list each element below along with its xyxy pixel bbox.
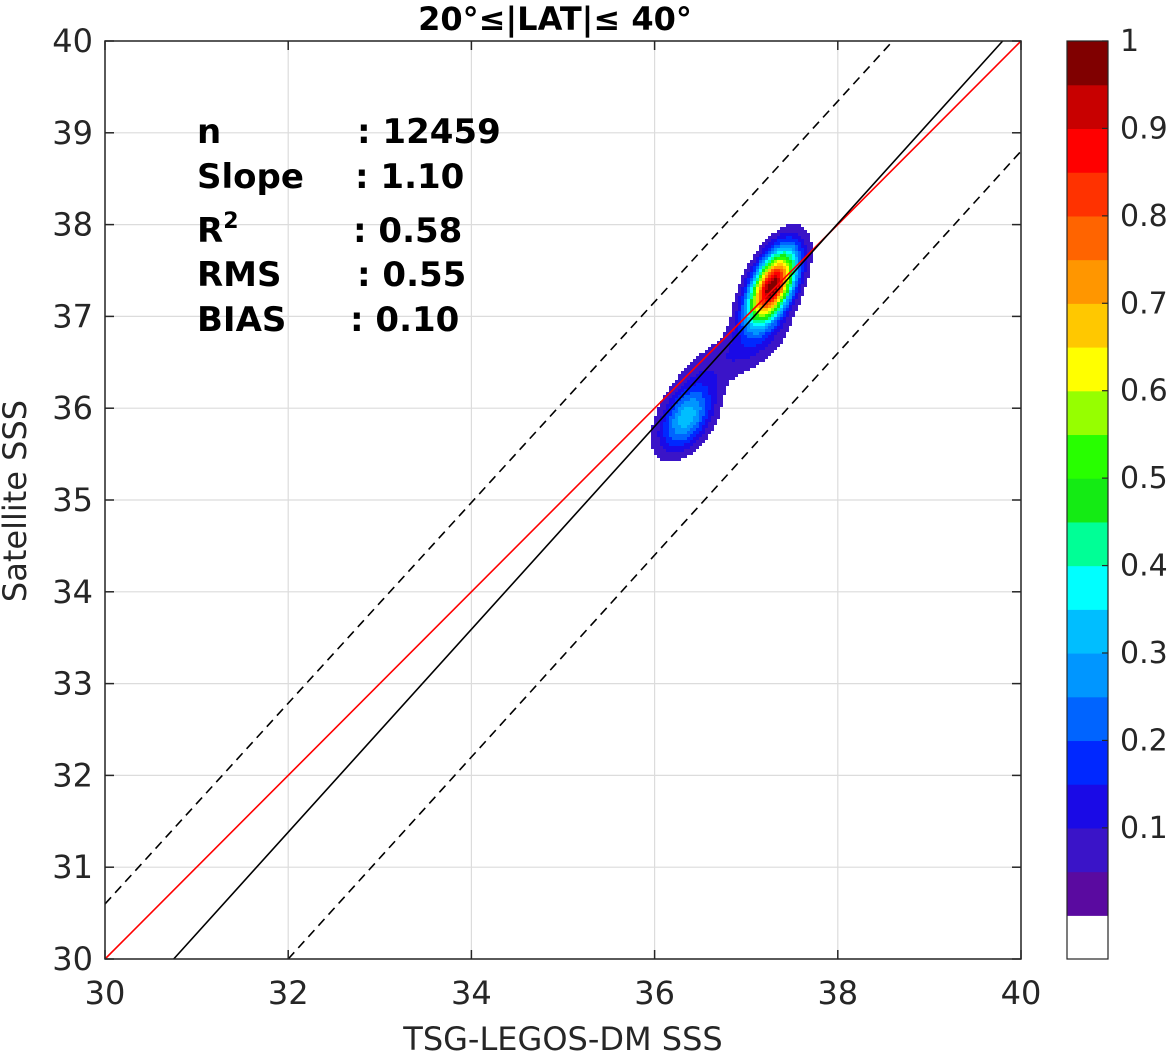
one-to-one-line: [104, 40, 1022, 960]
colorbar-swatch: [1067, 827, 1108, 873]
colorbar-swatch: [1067, 609, 1108, 654]
density-band-9: [750, 251, 795, 323]
y-tick-label: 38: [52, 206, 93, 244]
regression-line: [173, 40, 1004, 960]
x-tick-label: 30: [85, 974, 126, 1012]
colorbar-swatch: [1067, 259, 1108, 304]
lower-bound-line: [287, 150, 1022, 960]
colorbar-tick-label: 0.8: [1120, 199, 1168, 234]
colorbar-swatch: [1067, 478, 1108, 523]
stat-value-n: : 12459: [357, 112, 501, 152]
y-tick-label: 36: [52, 389, 93, 427]
y-tick-label: 32: [52, 756, 93, 794]
colorbar-tick-label: 1: [1120, 24, 1139, 59]
colorbar-tick-label: 0.6: [1120, 374, 1168, 409]
y-tick-label: 33: [52, 665, 93, 703]
stat-value-slope: : 1.10: [355, 157, 464, 197]
colorbar-swatch: [1067, 653, 1108, 698]
colorbar-swatch: [1067, 521, 1108, 567]
colorbar-swatch: [1067, 565, 1108, 610]
density-band-17: [762, 269, 783, 305]
colorbar-swatch: [1067, 41, 1108, 86]
colorbar: 0.1 0.2 0.3 0.4 0.5 0.6 0.7 0.8 0.9 1: [1066, 24, 1168, 960]
colorbar-swatch: [1067, 84, 1108, 130]
density-band-16: [759, 269, 783, 308]
x-tick-label: 40: [1001, 974, 1042, 1012]
colorbar-swatch: [1067, 696, 1108, 742]
stat-key-rms: RMS: [197, 255, 282, 295]
density-contours: [651, 224, 813, 461]
colorbar-tick-label: 0.1: [1120, 811, 1168, 846]
stat-value-r: : 0.58: [353, 211, 462, 251]
density-band-18: [762, 272, 780, 302]
colorbar-frame: [1066, 40, 1109, 960]
stat-value-rms: : 0.55: [357, 255, 466, 295]
y-tick-label: 39: [52, 114, 93, 152]
colorbar-tick-label: 0.4: [1120, 549, 1168, 584]
colorbar-swatch: [1067, 303, 1108, 348]
x-tick-label: 36: [634, 974, 675, 1012]
x-tick-label: 34: [451, 974, 492, 1012]
colorbar-tick-label: 0.7: [1120, 286, 1168, 321]
density-band-14: [756, 263, 786, 311]
density-band-12: [753, 260, 789, 317]
y-tick-label: 35: [52, 481, 93, 519]
density-band-15: [759, 266, 786, 308]
chart-title: 20°≤|LAT|≤ 40°: [418, 0, 692, 39]
colorbar-tick-label: 0.9: [1120, 111, 1168, 146]
density-band-8: [747, 251, 795, 326]
y-tick-label: 40: [52, 22, 93, 60]
stat-key-slope: Slope: [197, 157, 304, 197]
y-tick-label: 37: [52, 297, 93, 335]
axis-ticks: 30 32 34 36 38 40 30 31 32 33 34 35 36 37 38 39 40: [52, 22, 1041, 1012]
stat-value-bias: : 0.10: [350, 300, 459, 340]
x-tick-label: 32: [268, 974, 309, 1012]
stat-key-superscript: 2: [223, 209, 238, 234]
y-tick-label: 34: [52, 573, 93, 611]
density-band-19: [765, 275, 780, 299]
colorbar-swatch: [1067, 347, 1108, 392]
colorbar-swatch: [1067, 740, 1108, 785]
colorbar-swatch: [1067, 172, 1108, 217]
colorbar-swatch: [1067, 434, 1108, 479]
colorbar-tick-label: 0.2: [1120, 723, 1168, 758]
stat-key-n: n: [197, 112, 221, 152]
colorbar-swatch: [1067, 871, 1108, 916]
x-tick-label: 38: [817, 974, 858, 1012]
colorbar-swatch: [1067, 915, 1108, 960]
colorbar-swatch: [1067, 128, 1108, 173]
reference-lines: [104, 40, 1022, 960]
density-band-13: [756, 260, 789, 314]
density-band-3: [657, 233, 807, 452]
density-band-7: [678, 248, 798, 428]
density-band-11: [753, 257, 792, 317]
stat-key-bias: BIAS: [197, 300, 286, 340]
y-axis-title: Satellite SSS: [0, 400, 34, 602]
colorbar-swatch: [1067, 215, 1108, 261]
colorbar-swatch: [1067, 390, 1108, 436]
density-band-20: [765, 278, 777, 296]
colorbar-tick-label: 0.5: [1120, 461, 1168, 496]
y-tick-label: 30: [52, 940, 93, 978]
colorbar-tick-label: 0.3: [1120, 636, 1168, 671]
colorbar-swatch: [1067, 784, 1108, 829]
y-tick-label: 31: [52, 848, 93, 886]
x-axis-title: TSG-LEGOS-DM SSS: [402, 1020, 722, 1055]
